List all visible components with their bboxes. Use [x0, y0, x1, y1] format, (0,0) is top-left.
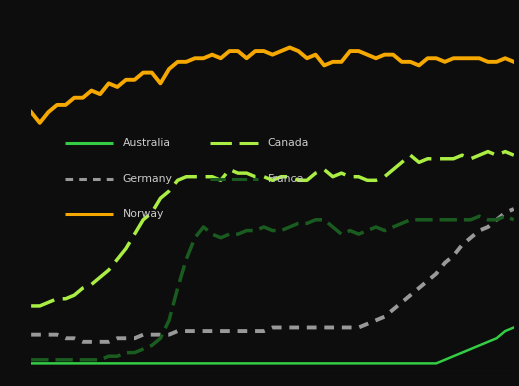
Text: Germany: Germany	[123, 173, 173, 183]
Text: Norway: Norway	[123, 209, 164, 219]
Text: Australia: Australia	[123, 137, 171, 147]
Text: France: France	[268, 173, 304, 183]
Text: Canada: Canada	[268, 137, 309, 147]
